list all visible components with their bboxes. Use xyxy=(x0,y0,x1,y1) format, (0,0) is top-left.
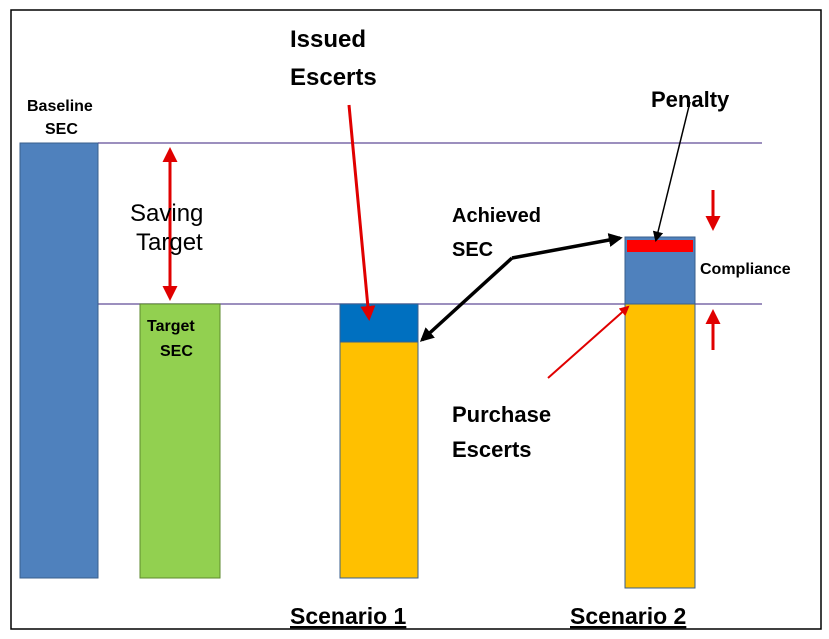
issued-arrow xyxy=(347,104,376,321)
label: Baseline xyxy=(27,98,93,115)
purchase-arrow xyxy=(547,305,630,379)
scenario-label: Scenario 1 xyxy=(290,603,407,629)
label: Target xyxy=(136,229,203,256)
label: SEC xyxy=(452,239,493,261)
scenario2-base xyxy=(624,303,696,589)
baseline-bar xyxy=(19,142,99,579)
label: SEC xyxy=(160,343,193,360)
label: Compliance xyxy=(700,261,791,278)
label: Target xyxy=(147,318,195,335)
label: Penalty xyxy=(651,87,730,112)
achieved-arrow-1 xyxy=(419,256,514,342)
label: SEC xyxy=(45,121,78,138)
scenario1-issued xyxy=(339,303,419,343)
label: Escerts xyxy=(290,64,377,91)
penalty-arrow xyxy=(652,101,691,243)
achieved-arrow-2 xyxy=(511,233,623,260)
label: Escerts xyxy=(452,437,532,462)
label: Purchase xyxy=(452,402,551,427)
label: Issued xyxy=(290,26,366,53)
label: Achieved xyxy=(452,205,541,227)
penalty-block xyxy=(627,240,693,252)
target-bar xyxy=(139,303,221,579)
scenario-label: Scenario 2 xyxy=(570,603,686,629)
scenario1-base xyxy=(339,341,419,579)
label: Saving xyxy=(130,200,203,227)
